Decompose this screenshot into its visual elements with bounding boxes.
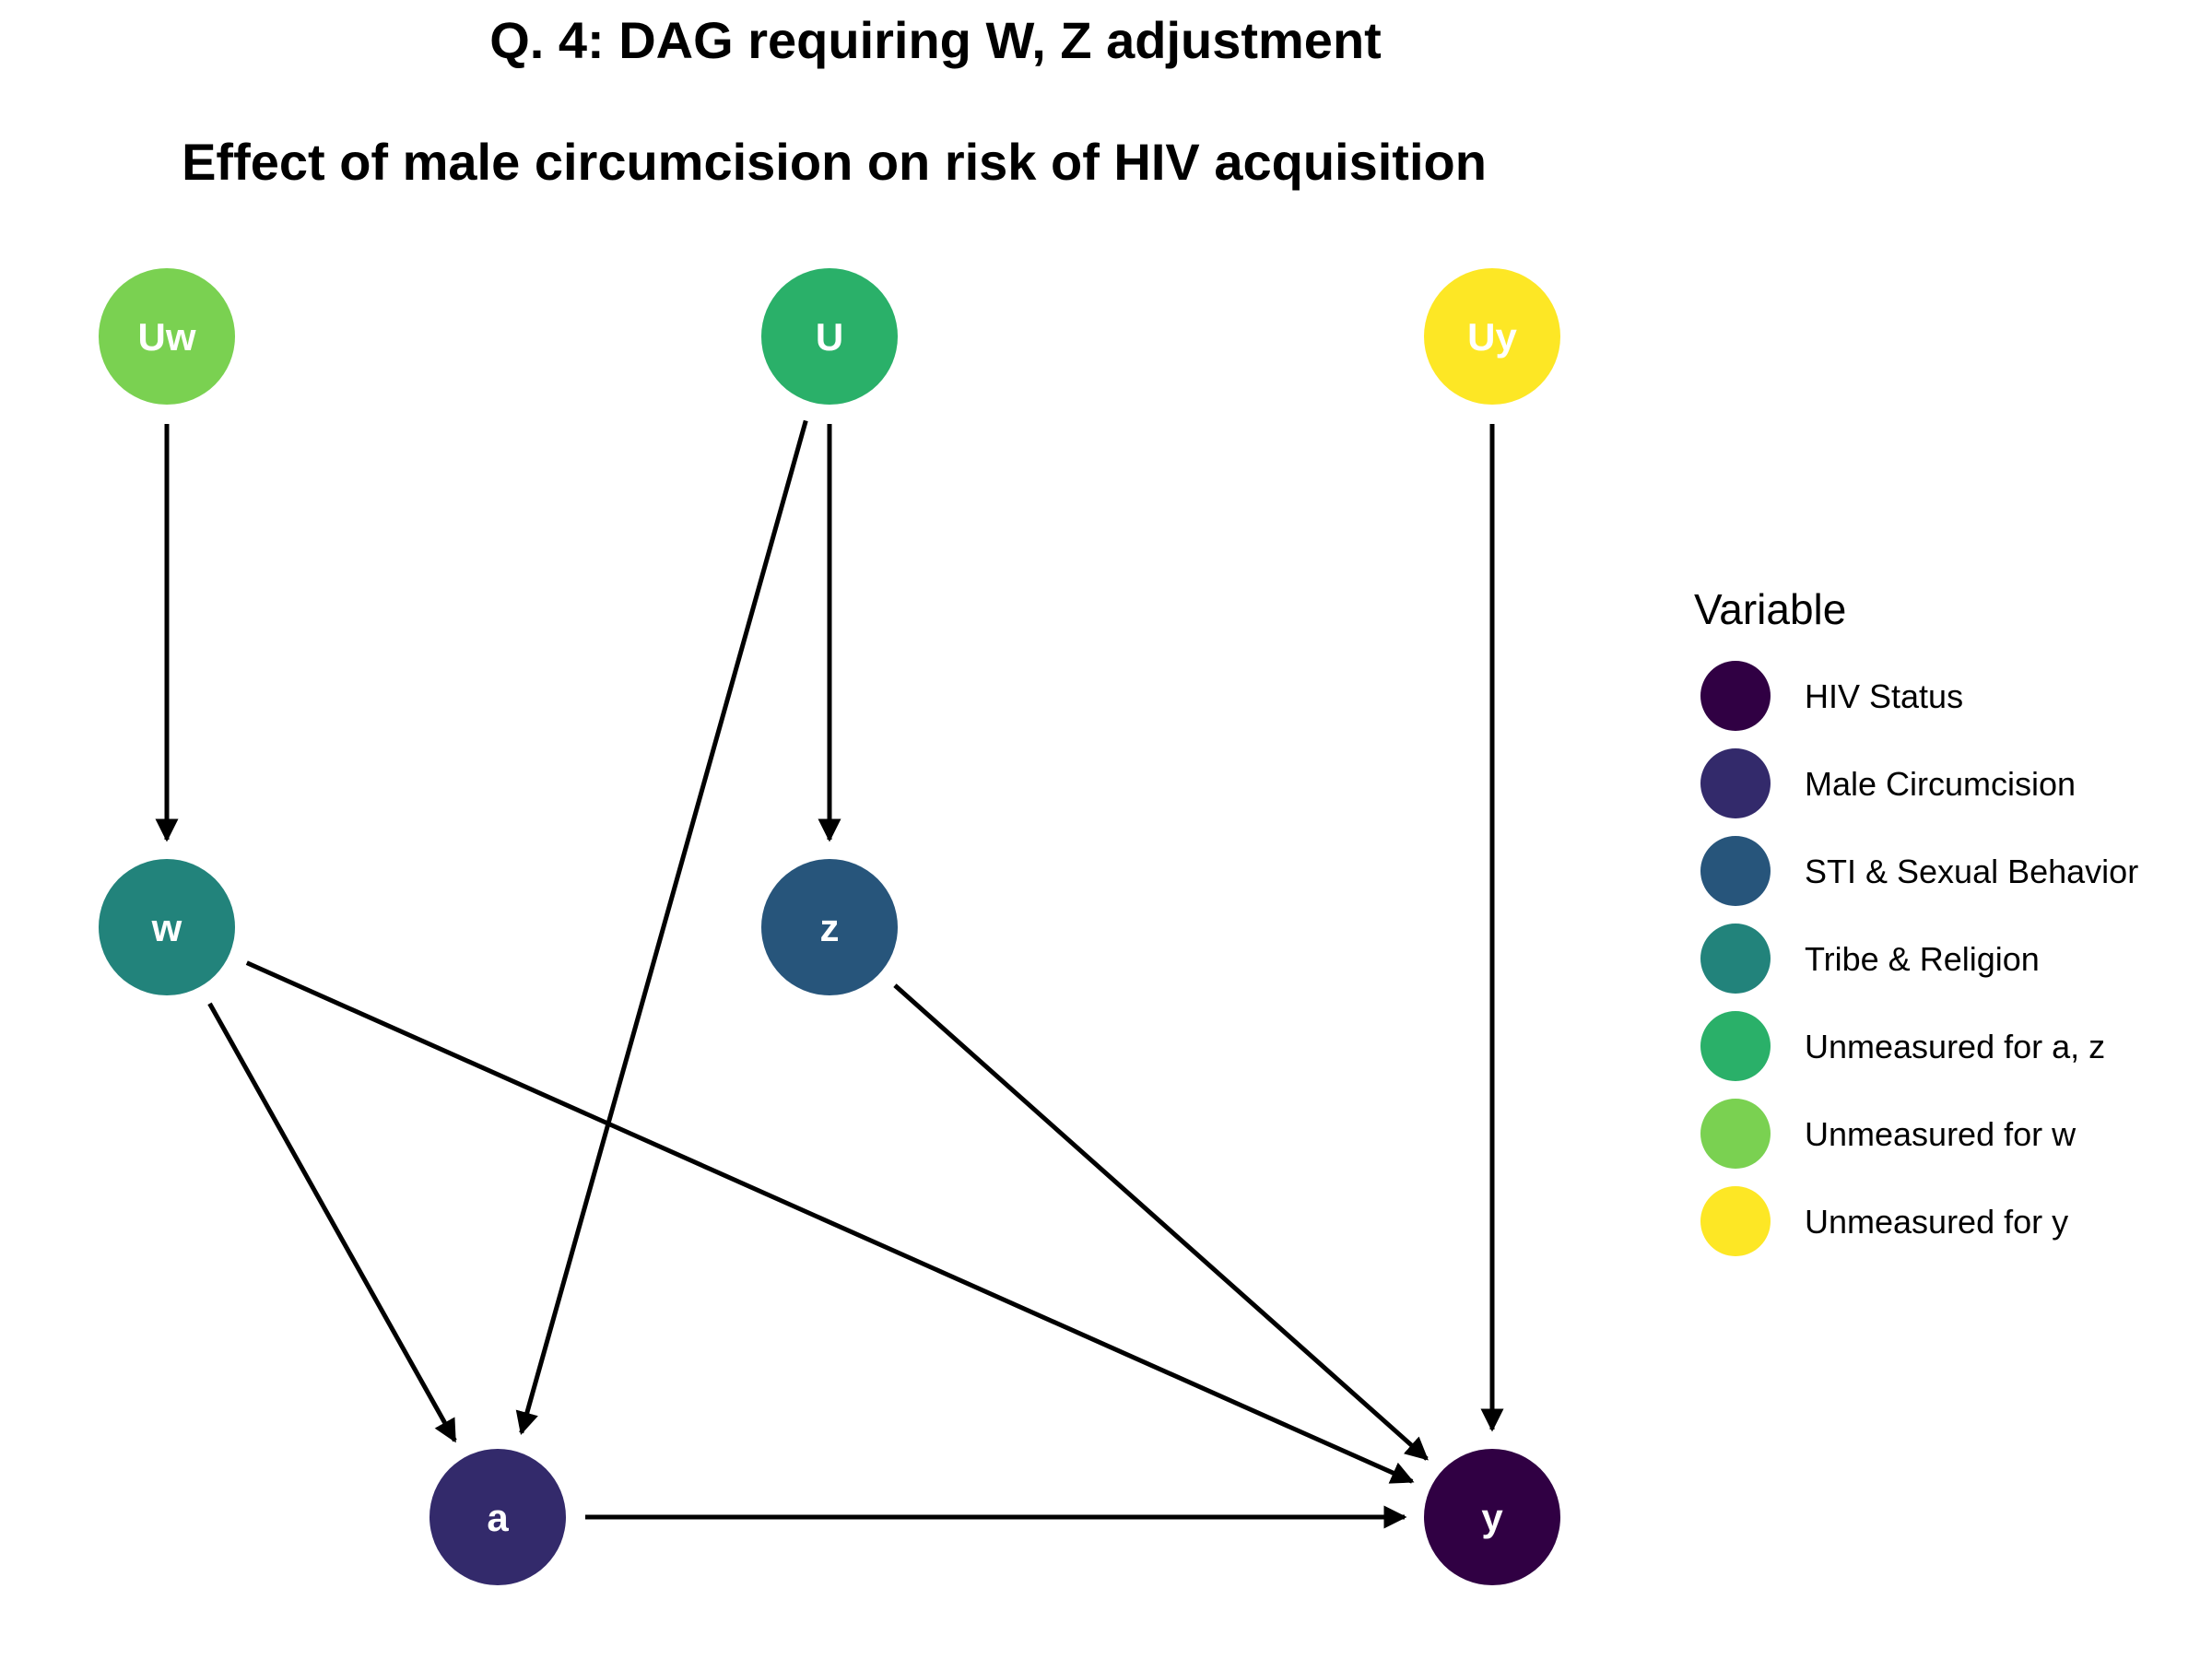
legend: Variable HIV Status Male Circumcision STI …: [1694, 585, 2138, 1256]
legend-label: HIV Status: [1805, 677, 1963, 715]
edge-u-to-a: [515, 419, 808, 1435]
node-label: y: [1481, 1496, 1503, 1539]
diagram-title: Q. 4: DAG requiring W, Z adjustment: [489, 11, 1382, 69]
node-circle: [429, 1449, 566, 1585]
node-label: w: [151, 906, 182, 949]
node-label: z: [820, 906, 840, 949]
legend-swatch: [1700, 661, 1771, 731]
node-circle: [99, 268, 235, 405]
edge-w-to-a: [207, 1002, 457, 1443]
node-circle: [1424, 268, 1560, 405]
node-circle: [1424, 1449, 1560, 1585]
legend-swatch: [1700, 1099, 1771, 1169]
legend-label: Tribe & Religion: [1805, 940, 2040, 978]
legend-swatch: [1700, 836, 1771, 906]
legend-item: Unmeasured for w: [1700, 1099, 2077, 1169]
legend-item: Tribe & Religion: [1700, 924, 2040, 994]
node-uw: Uw: [99, 268, 235, 405]
legend-label: Unmeasured for y: [1805, 1203, 2068, 1241]
node-y: y: [1424, 1449, 1560, 1585]
legend-swatch: [1700, 924, 1771, 994]
legend-swatch: [1700, 1186, 1771, 1256]
node-z: z: [761, 859, 898, 995]
legend-title: Variable: [1694, 585, 1846, 633]
node-a: a: [429, 1449, 566, 1585]
legend-items: HIV Status Male Circumcision STI & Sexual …: [1700, 661, 2138, 1256]
diagram-subtitle: Effect of male circumcision on risk of H…: [182, 133, 1487, 191]
nodes-layer: Uw U Uy w z a y: [99, 268, 1560, 1585]
legend-swatch: [1700, 748, 1771, 818]
node-label: a: [487, 1496, 509, 1539]
legend-item: Male Circumcision: [1700, 748, 2076, 818]
edge-w-to-y: [245, 960, 1415, 1484]
edge-z-to-y: [893, 983, 1429, 1461]
legend-item: Unmeasured for y: [1700, 1186, 2068, 1256]
legend-swatch: [1700, 1011, 1771, 1081]
legend-label: Unmeasured for w: [1805, 1115, 2077, 1153]
node-label: Uw: [138, 315, 196, 359]
legend-label: Male Circumcision: [1805, 765, 2076, 803]
node-w: w: [99, 859, 235, 995]
node-circle: [761, 859, 898, 995]
legend-label: STI & Sexual Behavior: [1805, 853, 2138, 890]
legend-item: HIV Status: [1700, 661, 1963, 731]
legend-label: Unmeasured for a, z: [1805, 1028, 2105, 1065]
node-label: Uy: [1467, 315, 1517, 359]
edges-layer: [155, 419, 1504, 1529]
node-uy: Uy: [1424, 268, 1560, 405]
node-circle: [99, 859, 235, 995]
node-label: U: [816, 315, 843, 359]
node-circle: [761, 268, 898, 405]
legend-item: STI & Sexual Behavior: [1700, 836, 2138, 906]
node-u: U: [761, 268, 898, 405]
legend-item: Unmeasured for a, z: [1700, 1011, 2105, 1081]
